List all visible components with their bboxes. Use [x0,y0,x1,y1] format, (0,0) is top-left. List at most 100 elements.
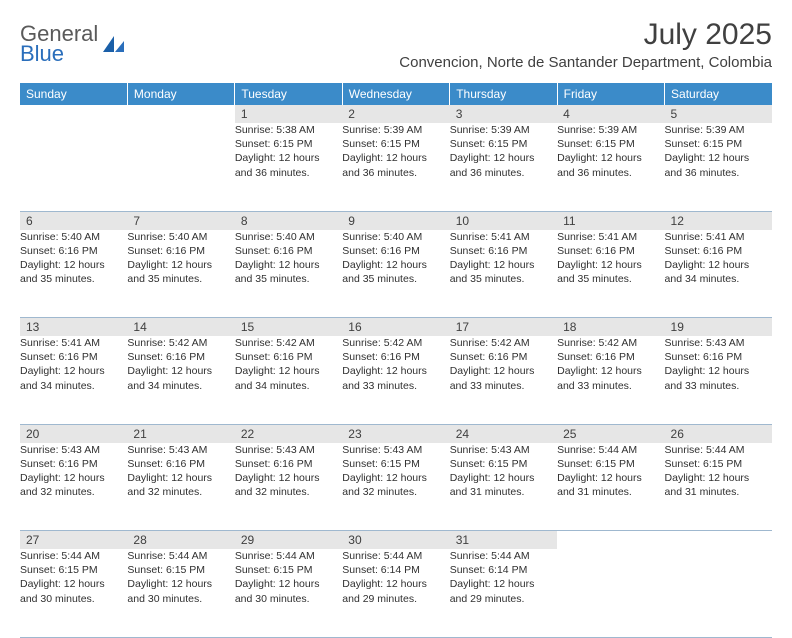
day-cell: Sunrise: 5:43 AMSunset: 6:16 PMDaylight:… [235,443,342,531]
day-number-cell: 25 [557,424,664,443]
day-cell: Sunrise: 5:44 AMSunset: 6:15 PMDaylight:… [665,443,772,531]
day-number-cell: 30 [342,531,449,550]
sunset-text: Sunset: 6:16 PM [20,457,127,471]
daylight-text: Daylight: 12 hours [450,258,557,272]
day-cell: Sunrise: 5:40 AMSunset: 6:16 PMDaylight:… [127,230,234,318]
daylight-text-2: and 29 minutes. [450,592,557,606]
title-block: July 2025 Convencion, Norte de Santander… [399,18,772,79]
daylight-text: Daylight: 12 hours [665,471,772,485]
sunrise-text: Sunrise: 5:44 AM [127,549,234,563]
sunrise-text: Sunrise: 5:39 AM [450,123,557,137]
daylight-text: Daylight: 12 hours [557,151,664,165]
day-number-cell: 21 [127,424,234,443]
sunset-text: Sunset: 6:15 PM [20,563,127,577]
sunset-text: Sunset: 6:16 PM [665,244,772,258]
day-cell: Sunrise: 5:42 AMSunset: 6:16 PMDaylight:… [235,336,342,424]
sunrise-text: Sunrise: 5:44 AM [342,549,449,563]
daynum-row: 6789101112 [20,211,772,230]
sunrise-text: Sunrise: 5:42 AM [450,336,557,350]
daylight-text-2: and 32 minutes. [342,485,449,499]
sunset-text: Sunset: 6:16 PM [20,244,127,258]
weekday-header: Tuesday [235,83,342,105]
sunrise-text: Sunrise: 5:40 AM [20,230,127,244]
day-cell: Sunrise: 5:39 AMSunset: 6:15 PMDaylight:… [665,123,772,211]
sunrise-text: Sunrise: 5:43 AM [450,443,557,457]
sunrise-text: Sunrise: 5:44 AM [20,549,127,563]
day-cell [665,549,772,637]
daylight-text-2: and 33 minutes. [450,379,557,393]
sunrise-text: Sunrise: 5:43 AM [342,443,449,457]
day-number-cell: 23 [342,424,449,443]
sunset-text: Sunset: 6:16 PM [665,350,772,364]
daylight-text: Daylight: 12 hours [665,258,772,272]
day-cell: Sunrise: 5:42 AMSunset: 6:16 PMDaylight:… [127,336,234,424]
week-row: Sunrise: 5:41 AMSunset: 6:16 PMDaylight:… [20,336,772,424]
weekday-header: Wednesday [342,83,449,105]
day-number-cell [665,531,772,550]
sunrise-text: Sunrise: 5:44 AM [235,549,342,563]
daylight-text: Daylight: 12 hours [20,471,127,485]
daylight-text-2: and 36 minutes. [450,166,557,180]
sunset-text: Sunset: 6:15 PM [342,137,449,151]
day-cell: Sunrise: 5:43 AMSunset: 6:16 PMDaylight:… [127,443,234,531]
daylight-text-2: and 31 minutes. [665,485,772,499]
day-number-cell: 16 [342,318,449,337]
daylight-text: Daylight: 12 hours [450,577,557,591]
calendar-table: Sunday Monday Tuesday Wednesday Thursday… [20,83,772,638]
sunset-text: Sunset: 6:16 PM [342,350,449,364]
day-cell: Sunrise: 5:41 AMSunset: 6:16 PMDaylight:… [20,336,127,424]
sunrise-text: Sunrise: 5:41 AM [557,230,664,244]
location-text: Convencion, Norte de Santander Departmen… [399,54,772,71]
daylight-text: Daylight: 12 hours [20,364,127,378]
day-cell: Sunrise: 5:43 AMSunset: 6:15 PMDaylight:… [342,443,449,531]
sunrise-text: Sunrise: 5:39 AM [665,123,772,137]
day-number-cell: 26 [665,424,772,443]
daylight-text: Daylight: 12 hours [127,364,234,378]
sunset-text: Sunset: 6:15 PM [342,457,449,471]
day-number-cell: 14 [127,318,234,337]
day-number-cell: 28 [127,531,234,550]
weekday-header-row: Sunday Monday Tuesday Wednesday Thursday… [20,83,772,105]
sunrise-text: Sunrise: 5:44 AM [450,549,557,563]
sunset-text: Sunset: 6:16 PM [127,244,234,258]
daylight-text-2: and 31 minutes. [450,485,557,499]
daylight-text: Daylight: 12 hours [20,258,127,272]
daylight-text-2: and 32 minutes. [127,485,234,499]
daylight-text-2: and 35 minutes. [127,272,234,286]
daylight-text: Daylight: 12 hours [342,364,449,378]
sunrise-text: Sunrise: 5:40 AM [127,230,234,244]
daynum-row: 12345 [20,105,772,123]
sunrise-text: Sunrise: 5:43 AM [235,443,342,457]
day-cell: Sunrise: 5:40 AMSunset: 6:16 PMDaylight:… [342,230,449,318]
sunset-text: Sunset: 6:16 PM [20,350,127,364]
sunset-text: Sunset: 6:16 PM [557,350,664,364]
daylight-text-2: and 33 minutes. [665,379,772,393]
day-cell: Sunrise: 5:44 AMSunset: 6:15 PMDaylight:… [20,549,127,637]
day-number-cell: 12 [665,211,772,230]
daylight-text: Daylight: 12 hours [235,258,342,272]
day-number-cell: 11 [557,211,664,230]
day-number-cell: 10 [450,211,557,230]
sunrise-text: Sunrise: 5:38 AM [235,123,342,137]
daylight-text-2: and 32 minutes. [235,485,342,499]
sunrise-text: Sunrise: 5:43 AM [20,443,127,457]
sunrise-text: Sunrise: 5:42 AM [557,336,664,350]
sunset-text: Sunset: 6:15 PM [235,563,342,577]
day-cell: Sunrise: 5:44 AMSunset: 6:15 PMDaylight:… [235,549,342,637]
sunset-text: Sunset: 6:16 PM [127,457,234,471]
daylight-text-2: and 36 minutes. [235,166,342,180]
day-number-cell: 8 [235,211,342,230]
sunset-text: Sunset: 6:16 PM [450,350,557,364]
day-number-cell [20,105,127,123]
daynum-row: 13141516171819 [20,318,772,337]
day-cell: Sunrise: 5:38 AMSunset: 6:15 PMDaylight:… [235,123,342,211]
daylight-text-2: and 35 minutes. [20,272,127,286]
daylight-text: Daylight: 12 hours [235,577,342,591]
sunrise-text: Sunrise: 5:41 AM [665,230,772,244]
daylight-text: Daylight: 12 hours [342,577,449,591]
day-number-cell: 6 [20,211,127,230]
day-number-cell: 13 [20,318,127,337]
week-row: Sunrise: 5:40 AMSunset: 6:16 PMDaylight:… [20,230,772,318]
page-header: General Blue July 2025 Convencion, Norte… [20,18,772,79]
day-number-cell: 31 [450,531,557,550]
